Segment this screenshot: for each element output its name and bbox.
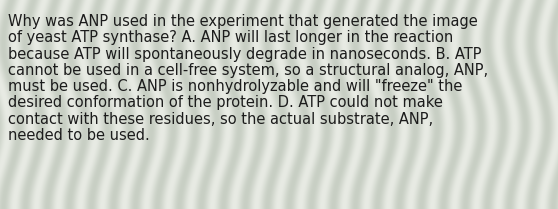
Text: of yeast ATP synthase? A. ANP will last longer in the reaction: of yeast ATP synthase? A. ANP will last … xyxy=(8,30,453,45)
Text: must be used. C. ANP is nonhydrolyzable and will "freeze" the: must be used. C. ANP is nonhydrolyzable … xyxy=(8,79,463,94)
Text: needed to be used.: needed to be used. xyxy=(8,128,150,143)
Text: desired conformation of the protein. D. ATP could not make: desired conformation of the protein. D. … xyxy=(8,95,443,110)
Text: because ATP will spontaneously degrade in nanoseconds. B. ATP: because ATP will spontaneously degrade i… xyxy=(8,47,482,61)
Text: Why was ANP used in the experiment that generated the image: Why was ANP used in the experiment that … xyxy=(8,14,478,29)
Text: contact with these residues, so the actual substrate, ANP,: contact with these residues, so the actu… xyxy=(8,112,433,127)
Text: cannot be used in a cell-free system, so a structural analog, ANP,: cannot be used in a cell-free system, so… xyxy=(8,63,488,78)
